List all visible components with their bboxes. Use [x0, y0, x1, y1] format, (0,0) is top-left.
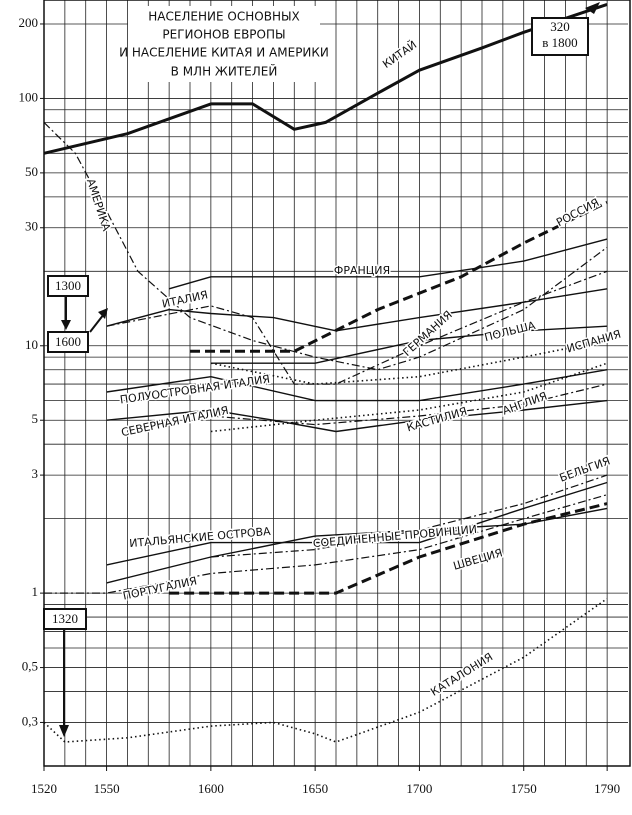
series-line: [43, 597, 608, 743]
series-line: [106, 481, 608, 566]
annotation: 1600: [55, 334, 81, 349]
series-label: ИТАЛЬЯНСКИЕ ОСТРОВА: [129, 525, 272, 550]
series-line: [44, 494, 608, 594]
series-label: ПОРТУГАЛИЯ: [122, 574, 198, 602]
series-line: [210, 383, 608, 426]
x-tick-label: 1550: [94, 781, 120, 796]
series-label: ПОЛЬША: [483, 319, 537, 344]
series-label: ШВЕЦИЯ: [452, 546, 504, 572]
y-tick-label: 3: [32, 466, 39, 481]
annotation: в 1800: [542, 35, 577, 50]
y-tick-label: 5: [32, 411, 39, 426]
x-tick-label: 1790: [594, 781, 620, 796]
x-tick-label: 1700: [406, 781, 432, 796]
y-tick-label: 100: [19, 89, 39, 104]
chart-title: РЕГИОНОВ ЕВРОПЫ: [162, 28, 285, 42]
series-label: РОССИЯ: [554, 196, 601, 229]
y-tick-label: 10: [25, 337, 38, 352]
y-tick-label: 200: [19, 15, 39, 30]
annotation: 320: [550, 19, 570, 34]
x-tick-label: 1600: [198, 781, 224, 796]
title-bg: [128, 6, 320, 82]
x-tick-label: 1750: [511, 781, 537, 796]
series-line: [106, 288, 608, 332]
y-tick-label: 30: [25, 219, 38, 234]
series-line: [43, 2, 608, 155]
series-label: КАСТИЛИЯ: [405, 405, 468, 435]
series-label: АМЕРИКА: [84, 177, 113, 233]
series-line: [168, 238, 608, 290]
chart-title: В МЛН ЖИТЕЛЕЙ: [171, 64, 278, 79]
frame: [43, 0, 631, 767]
lines: [43, 2, 608, 743]
x-tick-label: 1520: [31, 781, 57, 796]
series-label: БЕЛЬГИЯ: [558, 454, 612, 484]
series-line: [169, 502, 608, 595]
annotation: 1320: [52, 611, 78, 626]
series-line: [210, 325, 608, 364]
series-label: ФРАНЦИЯ: [334, 264, 390, 277]
series-label: ПОЛУОСТРОВНАЯ ИТАЛИЯ: [119, 373, 271, 407]
x-tick-label: 1650: [302, 781, 328, 796]
y-tick-label: 0,3: [22, 713, 38, 728]
series-line: [106, 399, 608, 433]
y-tick-label: 1: [32, 584, 39, 599]
arrow-head: [585, 2, 600, 14]
annotation-box: [47, 275, 89, 297]
series-label: АНГЛИЯ: [501, 389, 549, 417]
series-line: [106, 270, 608, 385]
y-tick-label: 0,5: [22, 659, 38, 674]
series-line: [106, 369, 608, 402]
series-line: [190, 201, 608, 353]
arrow: [89, 313, 105, 333]
annotation: 1300: [55, 278, 81, 293]
arrow-head: [61, 320, 71, 330]
series-label: СЕВЕРНАЯ ИТАЛИЯ: [120, 404, 230, 439]
arrow-head: [98, 308, 108, 319]
grid: [40, 0, 628, 771]
series-line: [43, 121, 608, 371]
y-tick-label: 50: [25, 164, 38, 179]
annotation-box: [531, 17, 589, 56]
chart-title: И НАСЕЛЕНИЕ КИТАЯ И АМЕРИКИ: [119, 46, 329, 60]
series-label: КИТАЙ: [380, 38, 419, 71]
series-label: ИСПАНИЯ: [565, 328, 622, 356]
annotation-box: [47, 331, 89, 353]
chart-title: НАСЕЛЕНИЕ ОСНОВНЫХ: [148, 10, 300, 24]
arrow-head: [59, 725, 69, 737]
